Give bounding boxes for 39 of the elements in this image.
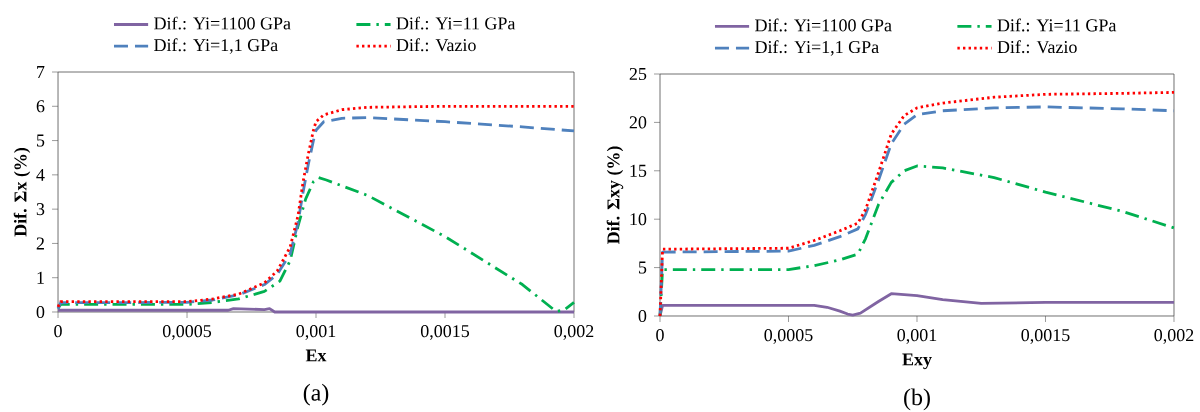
- legend-label: Dif.: Vazio: [396, 38, 476, 52]
- x-tick-label: 0,002: [1154, 329, 1194, 344]
- x-tick-label: 0,0005: [162, 325, 212, 340]
- x-axis-title: Ex: [305, 349, 327, 362]
- x-tick-label: 0,002: [554, 325, 594, 340]
- legend-label: Dif.: Yi=1100 GPa: [755, 18, 892, 32]
- y-tick-label: 5: [36, 134, 45, 147]
- y-tick-label: 7: [37, 66, 45, 78]
- y-axis-title: Dif. Σx (%): [13, 147, 31, 237]
- y-tick-label: 1: [37, 271, 44, 284]
- x-tick-label: 0,0005: [764, 329, 813, 344]
- y-tick-label: 2: [36, 237, 44, 250]
- legend-label: Dif.: Yi=1,1 GPa: [755, 40, 879, 56]
- x-axis-title: Exy: [902, 353, 932, 370]
- line-series: [658, 292, 1176, 318]
- y-tick-label: 3: [36, 203, 45, 216]
- y-axis-title: Dif. Σxy (%): [606, 146, 624, 245]
- y-tick-label: 10: [630, 213, 647, 226]
- legend-label: Dif.: Vazio: [997, 40, 1077, 54]
- y-tick-label: 5: [638, 261, 647, 274]
- y-tick-label: 25: [629, 67, 647, 81]
- text: (b): [904, 388, 930, 411]
- x-tick-label: 0,001: [897, 329, 937, 344]
- legend-label: Dif.: Yi=1100 GPa: [154, 16, 291, 30]
- text: (a): [303, 383, 329, 406]
- y-tick-label: 4: [36, 168, 45, 181]
- x-tick-label: 0,0015: [1021, 329, 1070, 344]
- y-tick-label: 20: [629, 116, 647, 129]
- legend-label: Dif.: Yi=11 GPa: [396, 16, 516, 30]
- y-tick-label: 6: [36, 100, 45, 113]
- y-tick-label: 0: [36, 305, 45, 319]
- x-tick-label: 0,0015: [420, 325, 470, 340]
- y-tick-label: 15: [630, 164, 647, 177]
- x-tick-label: 0: [54, 325, 62, 338]
- x-tick-label: 0,001: [296, 325, 336, 340]
- legend-label: Dif.: Yi=11 GPa: [997, 18, 1117, 32]
- x-tick-label: 0: [656, 329, 664, 342]
- legend-label: Dif.: Yi=1,1 GPa: [154, 38, 278, 54]
- y-tick-label: 0: [638, 309, 647, 323]
